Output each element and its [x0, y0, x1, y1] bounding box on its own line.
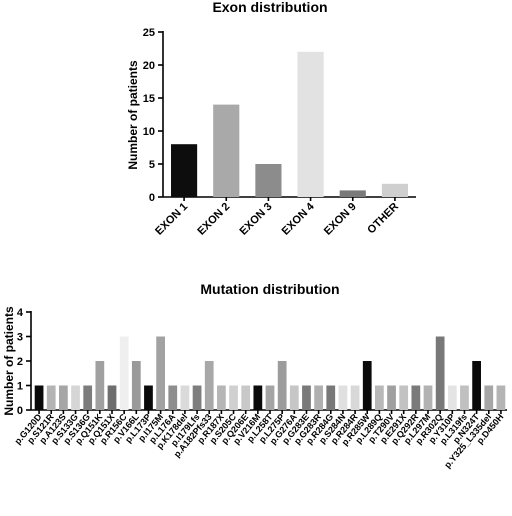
- mut-y-tick-label: 0: [17, 405, 23, 417]
- mut-bar: [302, 385, 311, 410]
- exon-category-label: EXON 2: [195, 201, 232, 238]
- exon-y-tick-label: 25: [143, 27, 155, 39]
- mutation-chart: Mutation distribution Number of patients…: [2, 281, 507, 470]
- mut-bar: [253, 385, 263, 410]
- mut-bar: [460, 385, 469, 410]
- exon-chart: Exon distribution Number of patients 0 5 1…: [126, 0, 416, 238]
- mut-y-tick-label: 2: [17, 356, 23, 368]
- mut-bar: [277, 361, 287, 410]
- exon-y-tick-label: 0: [149, 192, 155, 204]
- mut-bar: [289, 385, 299, 410]
- exon-category-label: EXON 3: [238, 201, 275, 238]
- mut-bar: [411, 385, 421, 410]
- mut-bar: [192, 385, 202, 410]
- mut-bar: [71, 385, 80, 410]
- mut-bar: [131, 361, 141, 410]
- exon-y-tick-label: 5: [149, 159, 155, 171]
- mut-bar: [447, 385, 457, 410]
- mut-bar: [326, 385, 336, 410]
- exon-y-tick-label: 10: [143, 126, 155, 138]
- mut-bar: [156, 336, 165, 410]
- mut-bar: [229, 385, 238, 410]
- mutation-chart-title: Mutation distribution: [200, 281, 339, 297]
- mut-bar: [484, 385, 494, 410]
- exon-chart-title: Exon distribution: [212, 0, 327, 15]
- exon-bar: [297, 51, 324, 197]
- mut-bar: [95, 361, 105, 410]
- exon-bar: [339, 190, 366, 197]
- mut-y-tick-label: 1: [17, 381, 23, 393]
- exon-plot-area: 0 5 10 15 20 25 EXON 1 EXON 2 EXON 3 EXON 4 EXON 9…: [143, 27, 416, 238]
- mut-bar: [107, 385, 117, 410]
- mut-bar: [496, 385, 506, 410]
- mut-y-tick-label: 4: [17, 307, 24, 319]
- mut-bar: [399, 385, 409, 410]
- mut-bar: [168, 385, 178, 410]
- mut-bar: [119, 336, 129, 410]
- mut-bar: [265, 385, 275, 410]
- mut-bar: [375, 385, 384, 410]
- mut-bar: [46, 385, 56, 410]
- mutation-plot-area: 01234p.G120Dp.S121Rp.A123Sp.S133Gp.S136G…: [12, 307, 507, 470]
- mut-bar: [423, 385, 433, 410]
- mut-bar: [144, 385, 153, 410]
- mut-bar: [180, 385, 190, 410]
- mut-y-tick-label: 3: [17, 332, 23, 344]
- exon-y-tick-label: 20: [143, 60, 155, 72]
- mut-bar: [204, 361, 214, 410]
- exon-category-label: OTHER: [365, 201, 401, 237]
- exon-bar: [213, 104, 240, 197]
- exon-category-label: EXON 9: [322, 201, 359, 238]
- mut-bar: [59, 385, 68, 410]
- mut-bar: [472, 361, 481, 410]
- exon-y-tick-label: 15: [143, 93, 155, 105]
- mut-bar: [34, 385, 44, 410]
- mut-bar: [314, 385, 323, 410]
- mutation-chart-y-axis-label: Number of patients: [2, 306, 16, 416]
- mut-bar: [338, 385, 348, 410]
- exon-chart-y-axis-label: Number of patients: [126, 60, 140, 170]
- mut-bar: [362, 361, 372, 410]
- mut-bar: [350, 385, 360, 410]
- mut-bar: [83, 385, 93, 410]
- exon-category-label: EXON 1: [153, 201, 190, 238]
- mut-bar: [241, 385, 251, 410]
- mut-bar: [435, 336, 445, 410]
- mut-bar: [387, 385, 396, 410]
- mut-bar: [217, 385, 226, 410]
- exon-category-label: EXON 4: [280, 200, 318, 238]
- exon-bar: [381, 183, 408, 197]
- exon-bar: [171, 144, 198, 197]
- exon-bar: [255, 164, 282, 197]
